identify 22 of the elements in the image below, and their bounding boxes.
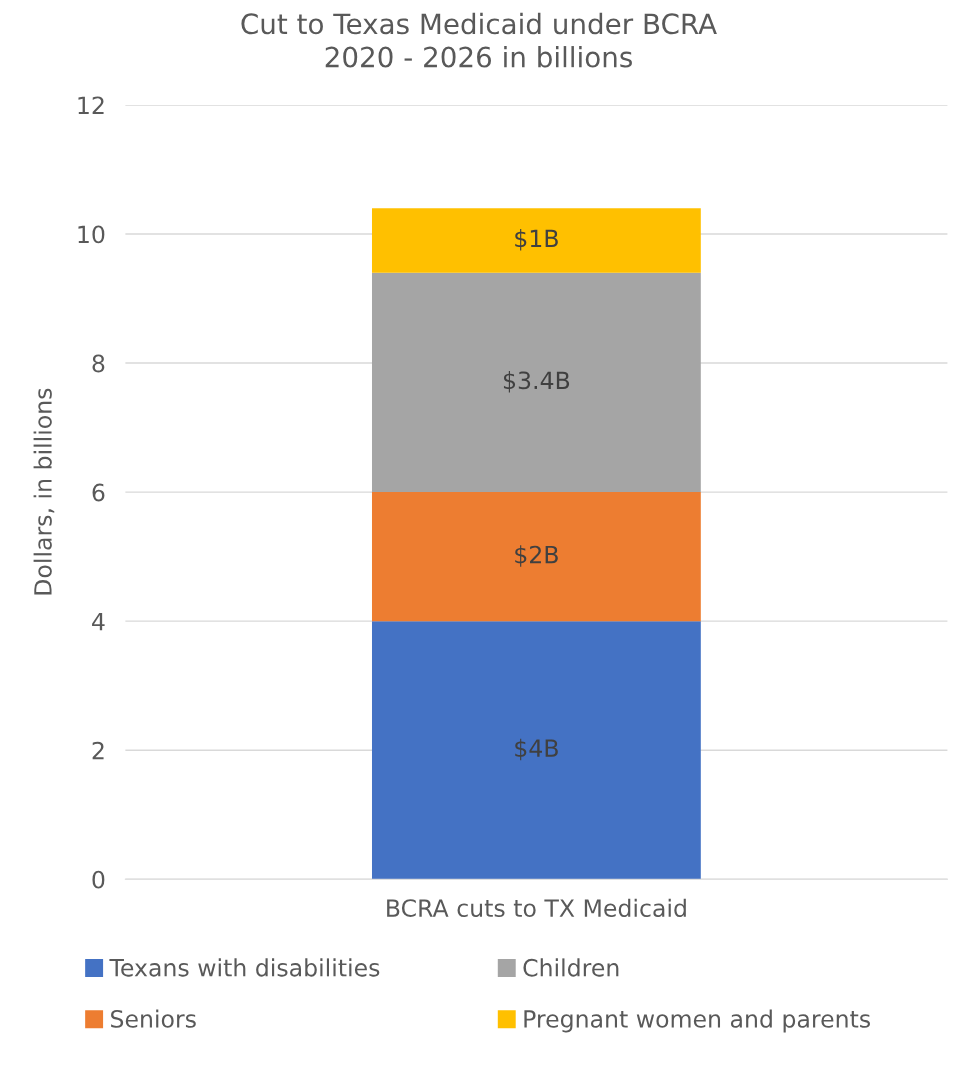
data-label: $1B	[515, 229, 558, 251]
y-tick-label: 2	[92, 741, 104, 760]
bar	[371, 621, 701, 880]
legend-label: Pregnant women and parents	[524, 1009, 870, 1033]
y-tick-label: 4	[92, 612, 105, 631]
y-tick-label: 12	[78, 96, 104, 114]
y-axis-title: Dollars, in billions	[33, 388, 55, 595]
data-label: $4B	[515, 738, 558, 761]
bar	[371, 492, 701, 622]
y-tick-label: 8	[92, 354, 105, 373]
y-tick-label: 10	[78, 225, 105, 244]
bar	[371, 272, 701, 493]
legend-label: Seniors	[111, 1009, 196, 1028]
data-label: $3.4B	[503, 371, 570, 393]
y-tick-label: 0	[92, 870, 105, 889]
bar	[371, 208, 701, 273]
data-label: $2B	[515, 545, 558, 567]
legend-label: Texans with disabilities	[109, 958, 380, 977]
x-tick-label: BCRA cuts to TX Medicaid	[387, 898, 686, 918]
y-tick-label: 6	[92, 483, 105, 502]
legend-label: Children	[523, 958, 619, 977]
chart-title: Cut to Texas Medicaid under BCRA 2020 - 2026 in billions	[241, 12, 717, 68]
